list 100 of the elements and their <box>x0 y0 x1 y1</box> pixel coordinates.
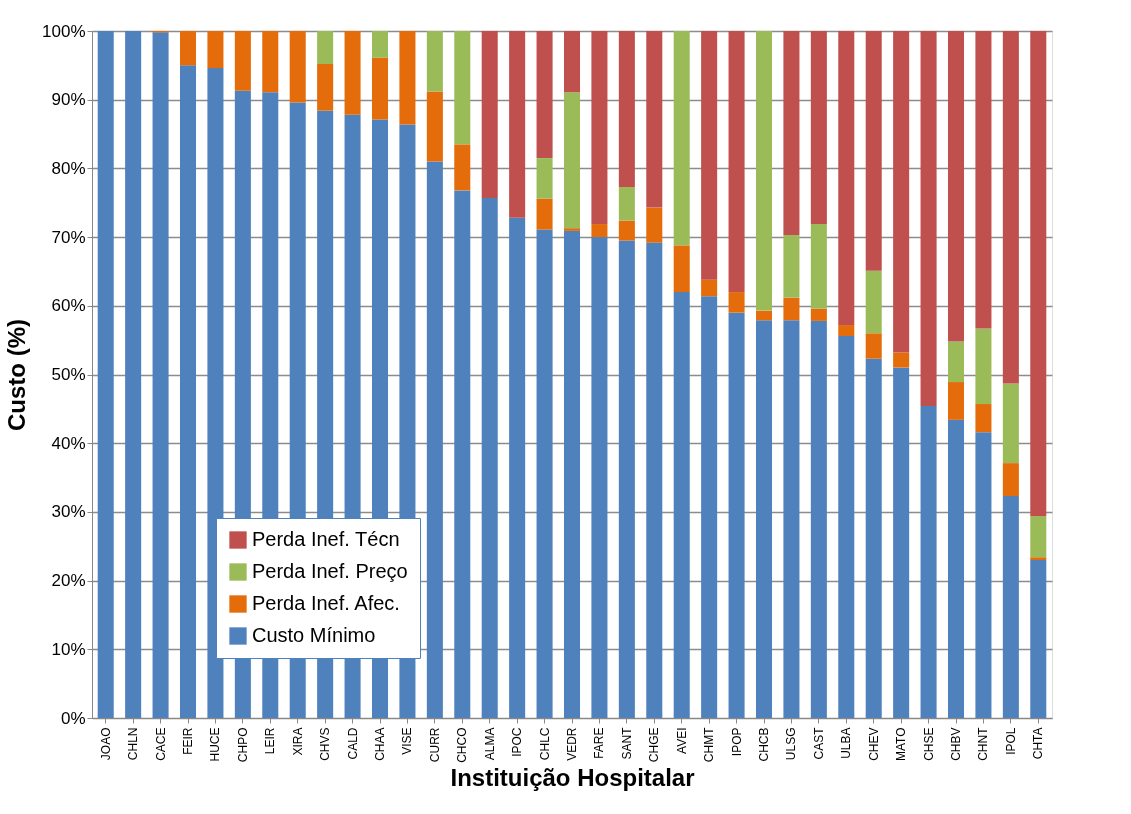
bar <box>97 31 114 718</box>
bar <box>646 242 663 718</box>
bar <box>783 235 800 298</box>
x-tick-label: CHTA <box>1031 727 1046 760</box>
bar <box>399 31 416 125</box>
bar <box>536 198 553 230</box>
bar <box>591 237 608 718</box>
bar <box>1002 463 1019 497</box>
bar <box>618 240 635 718</box>
x-tick-label: XIRA <box>290 727 305 756</box>
bar <box>755 31 773 311</box>
bar <box>125 31 142 718</box>
bar <box>810 308 827 321</box>
bar <box>289 31 306 103</box>
bar <box>646 207 663 243</box>
x-tick-label: JOAO <box>98 727 113 761</box>
bar <box>673 31 690 246</box>
bar <box>865 358 882 718</box>
bar <box>234 31 251 91</box>
x-tick-label: CALD <box>345 727 360 760</box>
x-tick-label: MATO <box>894 727 909 762</box>
bar <box>536 158 553 199</box>
bar <box>947 341 965 383</box>
y-tick-label: 90% <box>51 90 86 110</box>
y-tick-label: 30% <box>51 502 86 522</box>
x-tick-label: CHAA <box>373 727 387 761</box>
bar <box>920 406 937 718</box>
bar <box>728 292 745 313</box>
bar <box>838 336 855 718</box>
legend-label: Perda Inef. Afec. <box>252 592 400 614</box>
legend-label: Perda Inef. Preço <box>252 560 408 582</box>
x-tick-label: HUCE <box>208 727 223 762</box>
y-tick-label: 100% <box>42 21 86 41</box>
x-tick-label: CHCO <box>455 727 470 763</box>
x-tick-label: IPOP <box>729 727 744 757</box>
x-tick-label: FEIR <box>181 727 195 755</box>
x-tick-label: ALMA <box>482 727 497 761</box>
x-tick-label: ULBA <box>839 727 854 759</box>
bar <box>481 197 498 718</box>
bar <box>728 31 745 293</box>
bar <box>591 31 608 225</box>
bar <box>344 31 361 115</box>
bar <box>701 31 718 280</box>
x-tick-label: AVEI <box>674 727 689 754</box>
x-tick-label: CACE <box>153 727 168 761</box>
bar <box>371 57 389 120</box>
bar <box>426 91 443 162</box>
x-tick-label: IPOL <box>1003 727 1018 755</box>
y-tick-label: 70% <box>51 227 86 247</box>
x-tick-label: CHBV <box>949 727 963 761</box>
bar <box>975 404 992 433</box>
bar <box>536 31 553 159</box>
bar <box>207 31 224 69</box>
bar <box>426 31 443 92</box>
x-tick-label: CHSE <box>921 727 936 761</box>
bar <box>810 224 827 309</box>
bar <box>701 296 718 718</box>
bar <box>536 229 553 718</box>
x-tick-label: CHVS <box>318 727 333 761</box>
x-tick-label: VEDR <box>565 727 579 761</box>
bar <box>262 31 279 93</box>
y-tick-label: 10% <box>51 639 86 659</box>
bar <box>481 31 498 198</box>
bar <box>893 367 910 718</box>
bar <box>563 31 581 93</box>
bar <box>755 320 773 718</box>
bar <box>1002 383 1019 464</box>
bar <box>783 320 800 718</box>
bar <box>947 31 965 342</box>
x-tick-label: CHGE <box>647 727 662 763</box>
bar <box>454 144 471 191</box>
bar <box>975 432 992 718</box>
bar <box>728 312 745 718</box>
x-tick-label: LEIR <box>263 727 278 755</box>
bar <box>838 31 855 326</box>
x-tick-label: CAST <box>811 726 826 760</box>
legend-label: Custo Mínimo <box>252 624 376 646</box>
bar <box>618 220 635 241</box>
bar <box>509 31 526 218</box>
y-tick-label: 80% <box>51 158 86 178</box>
bar <box>755 310 773 321</box>
bar <box>783 31 800 236</box>
x-tick-label: CHNT <box>976 726 991 761</box>
bar <box>317 63 334 111</box>
y-tick-label: 40% <box>51 433 86 453</box>
bar <box>179 31 197 66</box>
y-tick-label: 0% <box>60 708 86 728</box>
y-tick-label: 20% <box>51 571 86 591</box>
bar <box>618 31 635 187</box>
bar <box>317 31 334 64</box>
bar <box>371 31 389 58</box>
bar <box>454 31 471 145</box>
bar <box>509 217 526 718</box>
bar <box>810 31 827 225</box>
x-tick-label: CHMT <box>702 726 717 763</box>
bar <box>975 31 992 329</box>
x-tick-label: IPOC <box>510 727 525 757</box>
bar <box>563 92 581 229</box>
x-tick-label: CURR <box>427 727 442 763</box>
legend-label: Perda Inef. Técn <box>252 528 400 550</box>
